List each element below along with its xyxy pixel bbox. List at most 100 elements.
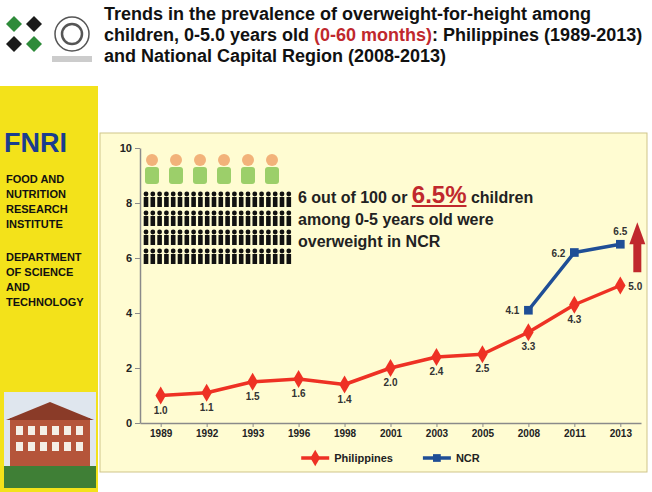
- building-window: [76, 442, 83, 451]
- x-tick-mark: [299, 423, 300, 427]
- series-marker: [569, 296, 579, 314]
- pictogram-small-body: [232, 197, 237, 207]
- pictogram-small-head: [239, 249, 244, 254]
- pictogram-small-body: [273, 216, 278, 226]
- legend-item: Philippines: [301, 450, 393, 467]
- pictogram-small-head: [218, 192, 223, 197]
- data-label: 1.6: [292, 388, 306, 399]
- x-tick-mark: [436, 423, 437, 427]
- pictogram-small-body: [171, 216, 176, 226]
- x-tick: 2008: [518, 423, 541, 439]
- pictogram-small-body: [157, 197, 162, 207]
- pictogram-head: [266, 154, 278, 166]
- logo-leaf: [26, 16, 42, 32]
- pictogram-small-body: [239, 235, 244, 245]
- pictogram-small-body: [287, 197, 292, 207]
- pictogram-small-body: [246, 197, 251, 207]
- pictogram-small-head: [157, 211, 162, 216]
- chart-box: [100, 133, 647, 472]
- x-tick-mark: [620, 423, 621, 427]
- legend-label: Philippines: [334, 452, 393, 464]
- trend-arrow: [629, 222, 645, 272]
- x-tick-mark: [482, 423, 483, 427]
- pictogram-small-head: [252, 192, 257, 197]
- pictogram-small-body: [151, 216, 156, 226]
- x-axis: 1989199219931996199820012003200520082011…: [141, 423, 642, 439]
- pictogram-small-head: [157, 249, 162, 254]
- pictogram-small-body: [212, 254, 217, 264]
- pictogram-small-body: [185, 216, 190, 226]
- logo-right-inner: [62, 24, 82, 44]
- pictogram-small-head: [144, 230, 149, 235]
- pictogram-small-head: [212, 192, 217, 197]
- series-marker: [523, 323, 533, 341]
- pictogram-small-body: [259, 216, 264, 226]
- pictogram-small-head: [225, 192, 230, 197]
- pictogram-small-head: [286, 211, 291, 216]
- pictogram-small-head: [205, 192, 210, 197]
- pictogram-small-body: [205, 235, 210, 245]
- x-tick-mark: [574, 423, 575, 427]
- pictogram-body: [217, 167, 231, 184]
- pictogram-small-head: [178, 230, 183, 235]
- pictogram-small-head: [218, 249, 223, 254]
- series-marker: [247, 373, 257, 391]
- pictogram-small-body: [178, 254, 183, 264]
- logo-left: [4, 14, 44, 54]
- y-tick-label: 2: [126, 362, 132, 374]
- building-window: [16, 442, 23, 451]
- pictogram-small-head: [205, 211, 210, 216]
- building-window: [64, 426, 71, 435]
- x-tick-label: 1992: [196, 428, 219, 439]
- pictogram-small-head: [191, 230, 196, 235]
- y-tick: 0: [126, 417, 140, 429]
- legend-swatch-marker: [310, 450, 320, 467]
- pictogram-small-body: [273, 235, 278, 245]
- data-label: 1.0: [154, 405, 168, 416]
- pictogram-small-head: [164, 230, 169, 235]
- picture-sky: [4, 392, 96, 488]
- x-tick-label: 1996: [288, 428, 311, 439]
- pictogram-small-head: [259, 230, 264, 235]
- pictogram-small-head: [266, 192, 271, 197]
- pictogram-small-body: [164, 235, 169, 245]
- pictogram-small-body: [259, 235, 264, 245]
- pictogram-small-head: [232, 249, 237, 254]
- pictogram-small-body: [266, 216, 271, 226]
- pictogram-small-body: [225, 235, 230, 245]
- pictogram-small-head: [280, 211, 285, 216]
- x-tick-label: 2013: [610, 428, 633, 439]
- x-tick-label: 1993: [242, 428, 265, 439]
- series-marker: [615, 276, 625, 294]
- legend: PhilippinesNCR: [301, 450, 480, 467]
- pictogram-small-head: [232, 211, 237, 216]
- pictogram-head: [242, 154, 254, 166]
- pictogram-small-body: [280, 254, 285, 264]
- pictogram-body: [265, 167, 279, 184]
- building-window: [40, 426, 47, 435]
- pictogram-small-body: [219, 254, 224, 264]
- series-marker: [524, 306, 533, 315]
- pictogram-small-body: [287, 235, 292, 245]
- sidebar-department: DEPARTMENT OF SCIENCE AND TECHNOLOGY: [6, 250, 96, 310]
- pictogram-small-head: [171, 192, 176, 197]
- pictogram-small-body: [266, 197, 271, 207]
- pictogram-small-body: [232, 235, 237, 245]
- pictogram-small-body: [280, 216, 285, 226]
- x-tick: 1998: [334, 423, 357, 439]
- pictogram-small-head: [218, 211, 223, 216]
- y-tick-mark: [135, 368, 140, 369]
- pictogram-small-head: [205, 230, 210, 235]
- pictogram-small-head: [144, 211, 149, 216]
- logo-leaf: [6, 36, 22, 52]
- pictogram-small-head: [157, 192, 162, 197]
- annotation-part: 6.5%: [412, 181, 467, 208]
- pictogram-small-head: [273, 192, 278, 197]
- pictogram-small-body: [191, 197, 196, 207]
- pictogram-small-body: [225, 254, 230, 264]
- pictogram-small-head: [232, 192, 237, 197]
- pictogram-small-body: [287, 216, 292, 226]
- building-window: [64, 442, 71, 451]
- x-tick-label: 2008: [518, 428, 541, 439]
- sidebar-background: [0, 0, 98, 492]
